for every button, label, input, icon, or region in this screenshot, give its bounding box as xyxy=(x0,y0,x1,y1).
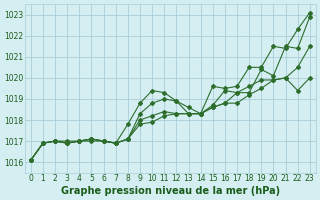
X-axis label: Graphe pression niveau de la mer (hPa): Graphe pression niveau de la mer (hPa) xyxy=(61,186,280,196)
